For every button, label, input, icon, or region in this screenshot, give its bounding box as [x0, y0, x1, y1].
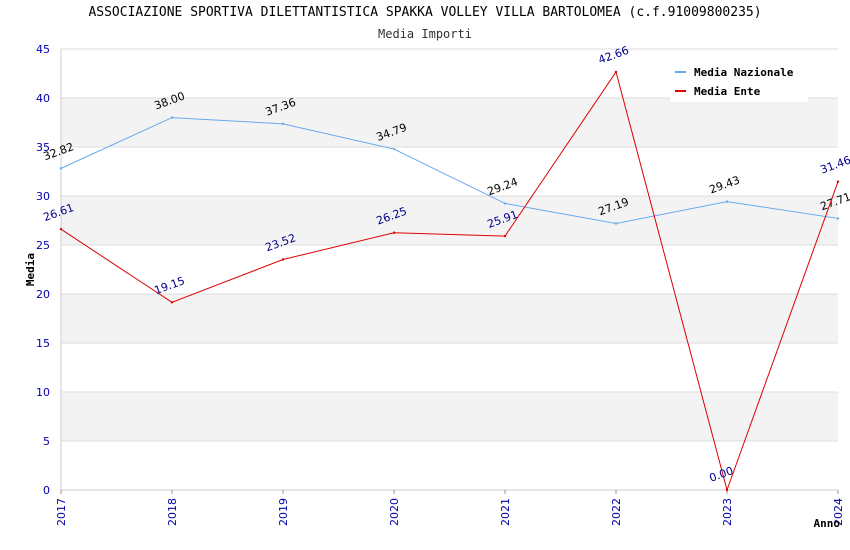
data-point — [725, 488, 729, 492]
y-tick-label: 5 — [43, 435, 50, 448]
y-tick-label: 15 — [36, 337, 50, 350]
y-tick-label: 25 — [36, 239, 50, 252]
grid-band — [61, 392, 838, 441]
data-point — [725, 200, 729, 203]
data-point — [503, 202, 507, 205]
y-axis-title: Media — [24, 253, 37, 286]
y-tick-label: 0 — [43, 484, 50, 497]
data-label: 29.24 — [486, 175, 520, 198]
legend-box — [670, 60, 808, 102]
y-tick-label: 30 — [36, 190, 50, 203]
chart-subtitle: Media Importi — [378, 27, 472, 41]
x-tick-label: 2018 — [166, 498, 179, 526]
data-point — [170, 301, 174, 304]
legend-label: Media Ente — [694, 85, 761, 98]
y-tick-label: 40 — [36, 92, 50, 105]
data-point — [281, 258, 285, 261]
x-tick-label: 2021 — [499, 498, 512, 526]
x-axis-title: Anno — [814, 517, 841, 530]
data-point — [281, 122, 285, 126]
y-tick-label: 45 — [36, 43, 50, 56]
grid-band — [61, 196, 838, 245]
data-point — [392, 231, 396, 234]
data-point — [836, 180, 840, 183]
grid-band — [61, 294, 838, 343]
data-label: 29.43 — [708, 173, 742, 196]
x-tick-label: 2024 — [832, 498, 845, 526]
legend-label: Media Nazionale — [694, 66, 794, 79]
data-label: 0.00 — [708, 464, 735, 485]
data-point — [392, 147, 396, 151]
data-point — [59, 228, 63, 231]
grid-band — [61, 98, 838, 147]
x-tick-label: 2020 — [388, 498, 401, 526]
data-label: 31.46 — [819, 154, 850, 177]
chart-title: ASSOCIAZIONE SPORTIVA DILETTANTISTICA SP… — [88, 5, 762, 20]
y-tick-label: 10 — [36, 386, 50, 399]
data-point — [170, 116, 174, 119]
y-tick-label: 35 — [36, 141, 50, 154]
data-point — [836, 217, 840, 220]
series-line-nazionale — [60, 117, 839, 225]
y-tick-label: 20 — [36, 288, 50, 301]
x-tick-label: 2022 — [610, 498, 623, 526]
data-label: 42.66 — [597, 44, 631, 67]
x-tick-label: 2017 — [55, 498, 68, 526]
x-tick-label: 2019 — [277, 498, 290, 526]
data-point — [503, 234, 507, 238]
series-line-ente — [60, 70, 839, 492]
data-point — [59, 167, 63, 170]
x-tick-label: 2023 — [721, 498, 734, 526]
data-point — [614, 70, 618, 74]
data-point — [614, 222, 618, 225]
